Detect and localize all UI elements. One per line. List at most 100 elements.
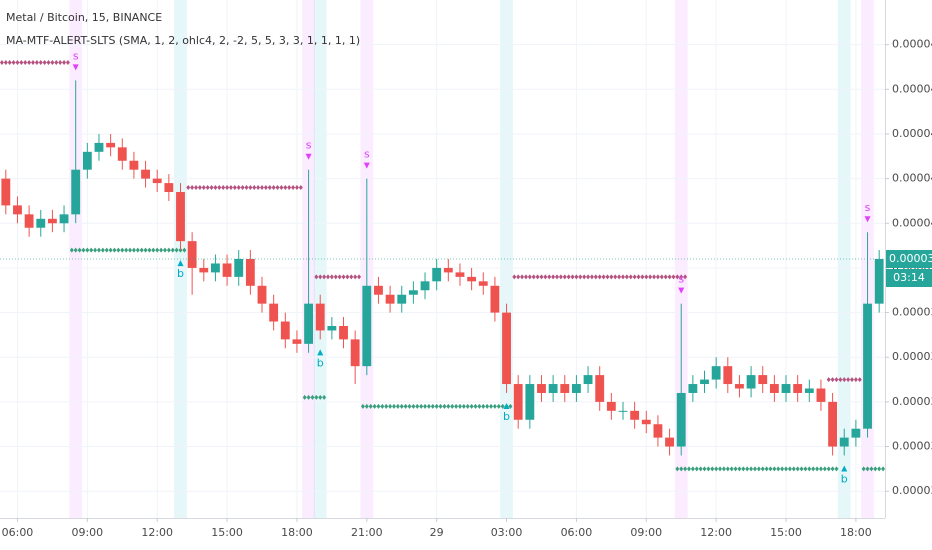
candle-body <box>362 285 372 367</box>
stop-level-dot <box>438 403 443 409</box>
stop-level-dot <box>539 274 544 280</box>
stop-level-dot <box>298 185 303 191</box>
stop-level-dot <box>186 185 191 191</box>
y-tick-label: 0.0000375 <box>892 440 932 453</box>
candle-body <box>129 160 139 170</box>
stop-level-dot <box>558 274 563 280</box>
candle-body <box>176 192 185 242</box>
candle-body <box>583 375 593 385</box>
stop-level-dot <box>407 403 412 409</box>
stop-level-dot <box>3 60 8 66</box>
signal-band <box>313 0 327 518</box>
stop-level-dot <box>135 247 140 253</box>
x-tick-label: 06:00 <box>561 526 593 539</box>
candle-body <box>769 384 779 393</box>
candle-body <box>548 384 558 393</box>
stop-level-dot <box>419 403 424 409</box>
stop-level-dot <box>131 247 136 253</box>
candle-body <box>688 384 698 393</box>
x-tick-label: 12:00 <box>141 526 173 539</box>
candle-body <box>595 375 605 402</box>
candle-body <box>839 437 849 447</box>
candle-body <box>630 410 640 420</box>
buy-arrow <box>317 349 324 356</box>
y-tick-label: 0.0000420 <box>892 38 932 51</box>
stop-level-dot <box>733 466 738 472</box>
x-tick-label: 06:00 <box>2 526 34 539</box>
stop-level-dot <box>205 185 210 191</box>
candle-body <box>47 218 57 224</box>
stop-level-dot <box>314 274 319 280</box>
stop-level-dot <box>411 403 416 409</box>
candle-body <box>641 419 651 425</box>
candle-body <box>13 205 22 215</box>
stop-level-dot <box>434 403 439 409</box>
stop-level-dot <box>267 185 272 191</box>
stop-level-dot <box>213 185 218 191</box>
sell-label: s <box>364 148 370 161</box>
stop-level-dot <box>454 403 459 409</box>
stop-level-dot <box>139 247 144 253</box>
candle-body <box>828 401 838 447</box>
candle-body <box>711 366 721 380</box>
stop-level-dot <box>442 403 447 409</box>
stop-level-dot <box>846 377 851 383</box>
stop-level-dot <box>671 274 676 280</box>
stop-level-dot <box>857 377 862 383</box>
stop-level-dot <box>116 247 121 253</box>
stop-level-dot <box>830 466 835 472</box>
stop-level-dot <box>461 403 466 409</box>
stop-level-dot <box>512 274 517 280</box>
stop-level-dot <box>574 274 579 280</box>
stop-level-dot <box>787 466 792 472</box>
candle-body <box>327 325 337 331</box>
stop-level-dot <box>547 274 552 280</box>
stop-level-dot <box>690 466 695 472</box>
stop-level-dot <box>104 247 109 253</box>
stop-level-dot <box>830 377 835 383</box>
x-tick-label: 03:00 <box>491 526 523 539</box>
stop-level-dot <box>702 466 707 472</box>
stop-level-dot <box>50 60 55 66</box>
stop-level-dot <box>228 185 233 191</box>
stop-level-dot <box>710 466 715 472</box>
stop-level-dot <box>260 185 265 191</box>
buy-label: b <box>841 472 848 485</box>
stop-level-dot <box>143 247 148 253</box>
stop-level-dot <box>100 247 105 253</box>
stop-level-dot <box>551 274 556 280</box>
stop-level-dot <box>492 403 497 409</box>
stop-level-dot <box>531 274 536 280</box>
stop-level-dot <box>415 403 420 409</box>
stop-level-dot <box>834 466 839 472</box>
stop-level-dot <box>302 394 307 400</box>
candle-body <box>245 259 255 286</box>
stop-level-dot <box>399 403 404 409</box>
candle-body <box>735 384 744 389</box>
candle-body <box>513 384 523 420</box>
stop-level-dot <box>236 185 241 191</box>
stop-level-dot <box>403 403 408 409</box>
candle-body <box>280 321 290 340</box>
stop-level-dot <box>194 185 199 191</box>
stop-level-dot <box>294 185 299 191</box>
stop-level-dot <box>58 60 63 66</box>
stop-level-dot <box>325 274 330 280</box>
stop-level-dot <box>811 466 816 472</box>
candle-body <box>59 214 69 224</box>
candle-body <box>606 401 616 411</box>
stop-level-dot <box>644 274 649 280</box>
stop-level-dot <box>271 185 276 191</box>
sell-label: s <box>678 273 684 286</box>
stop-level-dot <box>826 377 831 383</box>
stop-level-dot <box>283 185 288 191</box>
stop-level-dot <box>667 274 672 280</box>
stop-level-dot <box>27 60 32 66</box>
signals: s b s b s b s b s <box>72 49 871 485</box>
stop-level-dot <box>162 247 167 253</box>
candle-body <box>874 259 884 304</box>
candle-body <box>525 384 535 420</box>
stop-level-dot <box>364 403 369 409</box>
